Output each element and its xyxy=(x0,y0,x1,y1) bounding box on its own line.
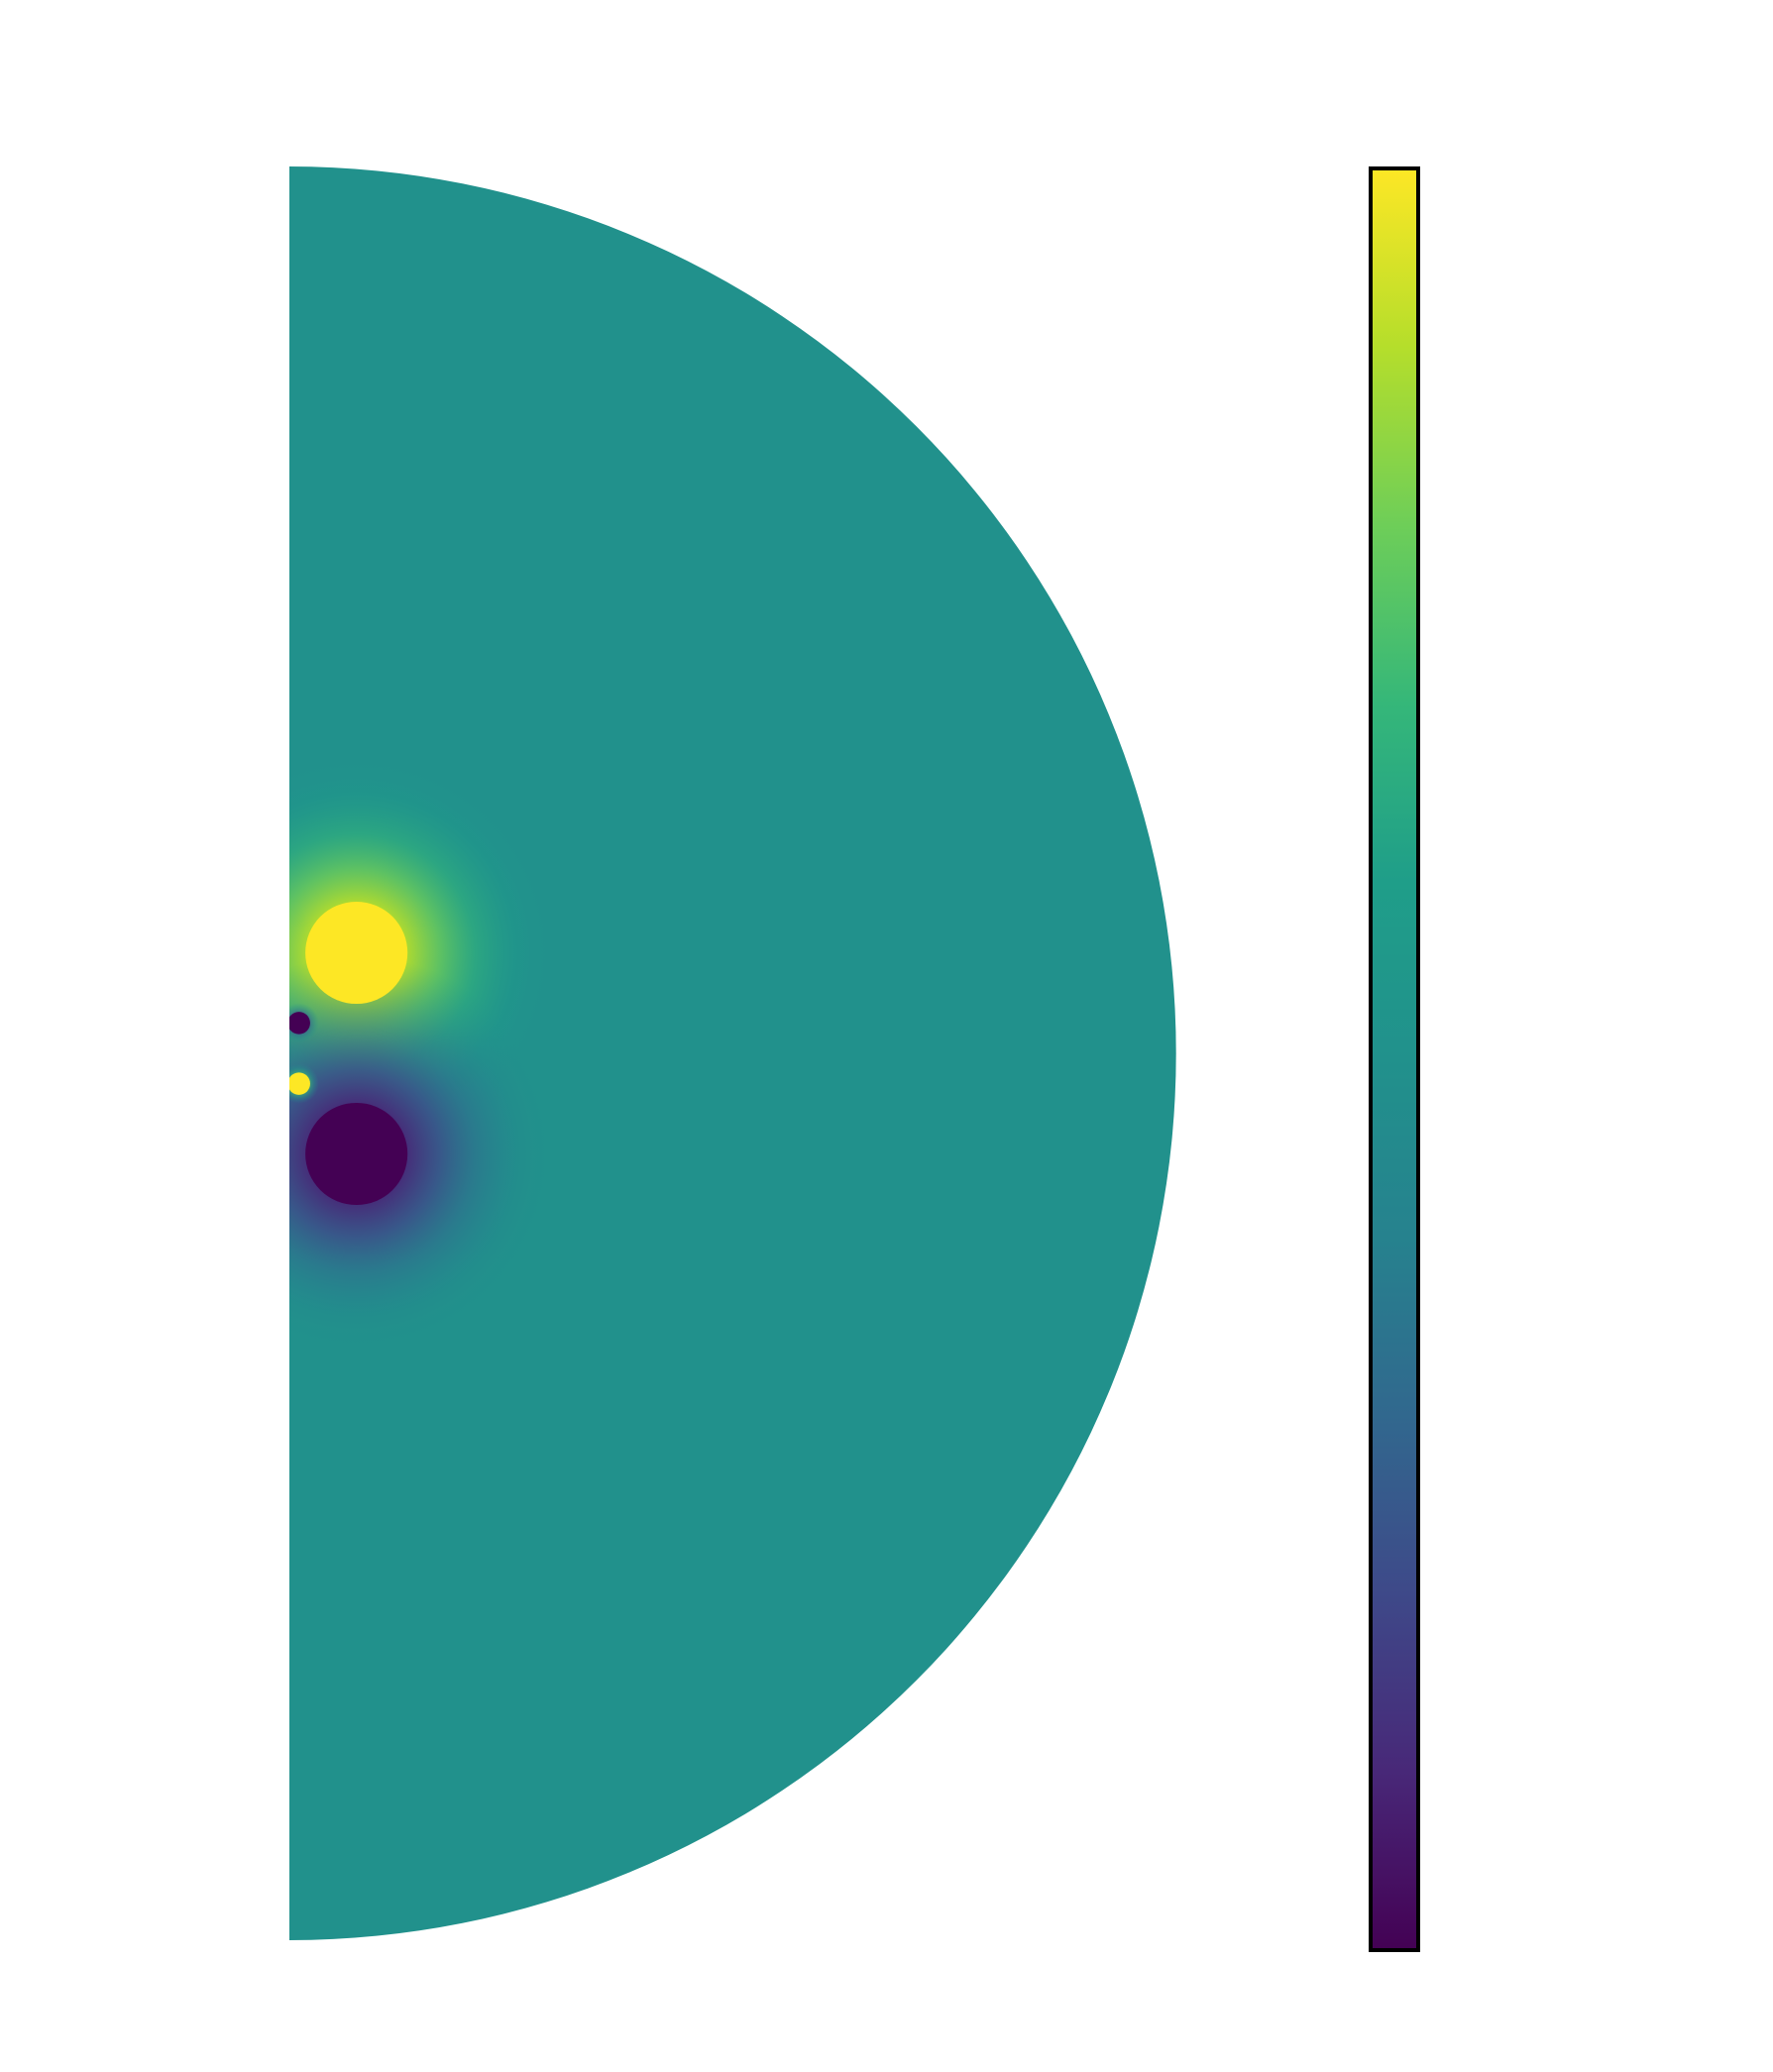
colorbar xyxy=(1369,166,1420,1952)
large-positive-lobe xyxy=(305,901,408,1005)
plot-area xyxy=(289,166,1176,1940)
large-negative-lobe xyxy=(305,1102,408,1206)
small-negative-lobe xyxy=(289,1012,310,1035)
field-layer xyxy=(289,754,556,1353)
colorbar-gradient xyxy=(1371,168,1418,1950)
half-disk-domain xyxy=(289,166,1176,1940)
colorbar-frame xyxy=(1369,166,1420,1952)
small-positive-lobe xyxy=(289,1072,310,1095)
